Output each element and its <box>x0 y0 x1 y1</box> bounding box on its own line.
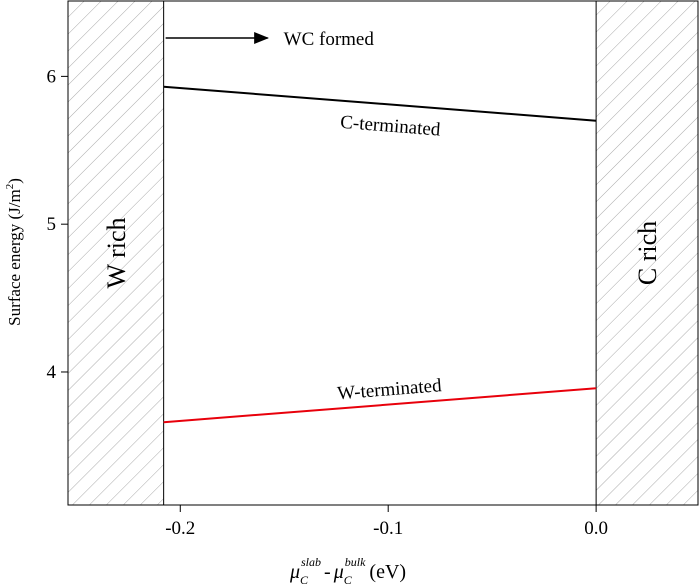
y-tick-label: 6 <box>47 66 57 87</box>
region-label: W rich <box>102 218 131 289</box>
y-axis-label: Surface energy (J/m2) <box>4 178 24 326</box>
annotation: WC formed <box>284 29 375 50</box>
series-label: W-terminated <box>337 375 443 404</box>
series-line <box>163 387 597 424</box>
x-axis-label: μCslab - μCbulk (eV) <box>289 555 406 587</box>
plot-area: W rich C rich -0.2 -0.1 0.0 4 5 6 C-terminated W-… <box>47 0 699 539</box>
y-tick-label: 4 <box>47 362 57 383</box>
x-tick-label: -0.2 <box>165 518 195 539</box>
hatched-region <box>595 0 699 506</box>
series-line <box>163 85 597 122</box>
plot-frame <box>67 0 699 506</box>
y-tick-label: 5 <box>47 214 57 235</box>
x-tick-label: 0.0 <box>584 518 608 539</box>
series-label: C-terminated <box>340 112 442 141</box>
region-label: C rich <box>633 221 662 285</box>
x-tick-label: -0.1 <box>373 518 403 539</box>
hatched-region <box>67 0 165 506</box>
